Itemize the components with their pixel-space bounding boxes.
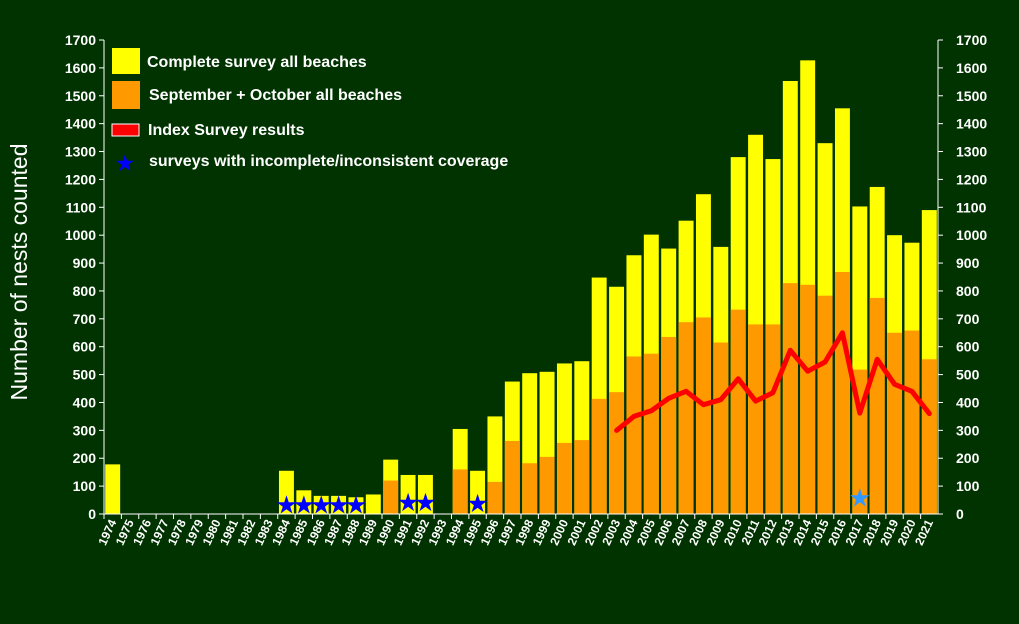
y-right-tick-label: 500: [956, 367, 980, 383]
bar-sep-oct-2014: [800, 284, 816, 514]
legend-swatch-sep-oct: [112, 81, 140, 109]
bar-sep-oct-2009: [713, 342, 729, 514]
bar-complete-1987: [331, 495, 347, 514]
incomplete-star-1984: ★: [277, 493, 297, 518]
y-right-tick-label: 0: [956, 506, 964, 522]
y-right-tick-label: 700: [956, 311, 980, 327]
y-right-tick-label: 1100: [956, 199, 987, 215]
y-right-tick-label: 400: [956, 394, 980, 410]
y-left-tick-label: 1100: [66, 199, 97, 215]
y-right-tick-label: 900: [956, 255, 980, 271]
bar-sep-oct-2004: [626, 356, 642, 514]
legend-label-complete: Complete survey all beaches: [147, 54, 367, 71]
series-sep-oct: [383, 271, 937, 514]
bar-sep-oct-2013: [782, 283, 798, 514]
bar-sep-oct-2007: [678, 322, 694, 514]
bar-sep-oct-2002: [591, 398, 607, 514]
bar-complete-1989: [365, 494, 381, 514]
bar-sep-oct-2021: [921, 359, 937, 514]
y-right-tick-label: 1700: [956, 32, 987, 48]
y-axis-label: Number of nests counted: [6, 144, 32, 401]
y-axis-right-ticks: 0 100 200 300 400 500 600 700 800 900 1000 1100 1200…: [938, 32, 987, 522]
y-right-tick-label: 1400: [956, 116, 987, 132]
y-right-tick-label: 1500: [956, 88, 987, 104]
y-left-tick-label: 1600: [65, 60, 96, 76]
y-left-tick-label: 800: [73, 283, 97, 299]
bar-sep-oct-1994: [452, 469, 468, 514]
y-left-tick-label: 1500: [65, 88, 96, 104]
legend-star-icon: ★: [116, 153, 134, 175]
y-right-tick-label: 300: [956, 422, 980, 438]
y-left-tick-label: 900: [73, 255, 97, 271]
y-right-tick-label: 1600: [956, 60, 987, 76]
incomplete-star-1986: ★: [311, 493, 331, 518]
legend-swatch-complete: [112, 48, 140, 74]
bar-sep-oct-2001: [574, 440, 590, 514]
bar-complete-1986: [313, 495, 329, 514]
legend: Complete survey all beaches September + …: [111, 48, 508, 175]
bar-sep-oct-2012: [765, 324, 781, 514]
y-left-tick-label: 600: [73, 339, 97, 355]
y-left-tick-label: 700: [73, 311, 97, 327]
bar-sep-oct-2010: [730, 309, 746, 514]
y-right-tick-label: 800: [956, 283, 980, 299]
y-right-tick-label: 1000: [956, 227, 987, 243]
y-axis-left-ticks: 0 100 200 300 400 500 600 700 800 900 1000 1100 1200…: [65, 32, 104, 522]
y-left-tick-label: 1000: [65, 227, 96, 243]
incomplete-star-1985: ★: [294, 493, 314, 518]
incomplete-star-1991: ★: [398, 490, 418, 515]
series-incomplete-coverage: ★★★★★ ★★ ★ ★: [277, 486, 870, 518]
bar-complete-1985: [296, 490, 312, 514]
legend-label-incomplete: surveys with incomplete/inconsistent cov…: [149, 153, 508, 170]
incomplete-star-1992: ★: [416, 490, 436, 515]
bar-sep-oct-1996: [487, 481, 503, 514]
incomplete-star-1987: ★: [329, 493, 349, 518]
bar-complete-1991: [400, 474, 416, 514]
bar-sep-oct-2011: [748, 324, 764, 514]
bar-sep-oct-1998: [522, 463, 538, 514]
legend-swatch-index: [111, 123, 140, 137]
bar-complete-1974: [105, 464, 121, 514]
index-survey-line: [614, 330, 932, 433]
bar-sep-oct-1990: [383, 480, 399, 514]
bar-sep-oct-2016: [834, 271, 850, 514]
y-left-tick-label: 400: [73, 394, 97, 410]
y-right-tick-label: 600: [956, 339, 980, 355]
y-right-tick-label: 100: [956, 478, 980, 494]
bar-sep-oct-2015: [817, 295, 833, 514]
y-left-tick-label: 1300: [65, 144, 96, 160]
bar-sep-oct-2008: [695, 317, 711, 514]
legend-label-index: Index Survey results: [148, 122, 305, 139]
incomplete-star-1995: ★: [468, 491, 488, 516]
bar-sep-oct-1997: [504, 440, 520, 514]
y-left-tick-label: 1700: [65, 32, 96, 48]
y-left-tick-label: 300: [73, 422, 97, 438]
bar-sep-oct-2000: [556, 442, 572, 514]
y-left-tick-label: 200: [73, 450, 97, 466]
bar-complete-1995: [470, 470, 486, 514]
bar-sep-oct-2020: [904, 330, 920, 514]
y-right-tick-label: 200: [956, 450, 980, 466]
bar-complete-1988: [348, 497, 364, 514]
y-left-tick-label: 1400: [65, 116, 96, 132]
legend-label-sep-oct: September + October all beaches: [149, 87, 402, 104]
y-left-tick-label: 0: [88, 506, 96, 522]
bar-sep-oct-2003: [609, 392, 625, 514]
y-right-tick-label: 1300: [956, 144, 987, 160]
y-left-tick-label: 500: [73, 367, 97, 383]
bar-complete-1992: [417, 474, 433, 514]
y-right-tick-label: 1200: [956, 171, 987, 187]
bar-sep-oct-2005: [643, 353, 659, 514]
bar-sep-oct-2006: [661, 336, 677, 514]
bar-sep-oct-2018: [869, 297, 885, 514]
series-index-survey: [614, 330, 932, 433]
bar-sep-oct-1999: [539, 456, 555, 514]
y-left-tick-label: 1200: [65, 171, 96, 187]
y-left-tick-label: 100: [73, 478, 97, 494]
bar-sep-oct-2019: [887, 332, 903, 514]
incomplete-star-2017: ★: [850, 486, 870, 511]
bar-complete-1984: [278, 470, 294, 514]
incomplete-star-1988: ★: [346, 493, 366, 518]
